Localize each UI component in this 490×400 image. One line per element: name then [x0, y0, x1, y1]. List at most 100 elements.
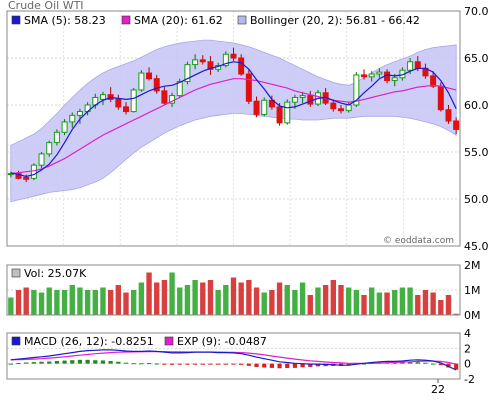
- price-y-tick-label: 70.0: [464, 5, 489, 18]
- volume-panel-frame: [6, 264, 461, 316]
- macd-histogram-bar: [192, 363, 198, 365]
- volume-bar: [223, 285, 229, 315]
- macd-histogram-bar: [116, 361, 121, 364]
- volume-bar: [46, 287, 52, 315]
- macd-y-tick-label: 0: [464, 358, 471, 371]
- legend-label: Bollinger (20, 2): 56.81 - 66.42: [250, 14, 420, 27]
- volume-bar: [215, 290, 221, 315]
- volume-bar: [54, 290, 60, 315]
- macd-histogram-bar: [446, 363, 451, 368]
- macd-histogram-bar: [223, 363, 228, 365]
- macd-histogram-bar: [315, 363, 321, 367]
- volume-y-tick-label: 0M: [464, 309, 481, 322]
- macd-histogram-bar: [407, 362, 413, 364]
- macd-histogram-bar: [154, 363, 159, 365]
- price-y-tick-label: 45.0: [464, 240, 489, 253]
- candle-down: [361, 74, 368, 78]
- macd-histogram-bar: [108, 360, 113, 364]
- volume-bar: [115, 285, 122, 315]
- volume-bar: [15, 290, 22, 315]
- candle-up: [76, 111, 83, 116]
- macd-histogram-bar: [31, 362, 36, 364]
- macd-histogram-bar: [162, 363, 167, 365]
- candle-up: [222, 53, 229, 67]
- candle-down: [307, 95, 314, 105]
- volume-bar: [177, 287, 183, 315]
- candle-down: [230, 53, 237, 59]
- candle-down: [437, 85, 444, 111]
- candle-down: [15, 173, 22, 179]
- candle-down: [330, 102, 337, 110]
- macd-histogram-bar: [47, 361, 52, 364]
- volume-bar: [31, 290, 37, 315]
- volume-bar: [207, 280, 214, 315]
- macd-histogram-bar: [77, 359, 83, 364]
- macd-histogram-bar: [93, 360, 98, 364]
- legend-label: Vol: 25.07K: [24, 267, 87, 280]
- macd-histogram-bar: [62, 360, 67, 364]
- candle-up: [46, 142, 53, 155]
- macd-histogram-bar: [246, 363, 251, 366]
- macd-histogram-bar: [146, 363, 152, 365]
- macd-histogram-bar: [16, 363, 21, 365]
- volume-bar: [315, 287, 321, 315]
- candle-down: [207, 61, 214, 70]
- macd-histogram-bar: [85, 359, 90, 364]
- macd-histogram-bar: [438, 363, 443, 366]
- volume-bar: [369, 287, 375, 315]
- macd-histogram-bar: [292, 363, 298, 368]
- volume-bar: [230, 277, 237, 315]
- macd-histogram-bar: [54, 360, 60, 364]
- price-y-tick-label: 55.0: [464, 146, 489, 159]
- volume-bar: [322, 285, 329, 315]
- volume-bar: [292, 290, 298, 315]
- volume-y-tick-label: 1M: [464, 284, 481, 297]
- macd-histogram-bar: [131, 363, 136, 365]
- volume-bar: [107, 290, 114, 315]
- macd-histogram-bar: [454, 363, 459, 370]
- macd-histogram-bar: [262, 363, 267, 368]
- x-tick-label: 22: [431, 383, 445, 396]
- volume-bar: [345, 287, 352, 315]
- macd-histogram-bar: [24, 362, 29, 364]
- candle-down: [123, 106, 130, 113]
- legend-swatch: [11, 268, 21, 278]
- macd-line: [10, 349, 457, 371]
- volume-bar: [77, 287, 83, 315]
- macd-histogram-bar: [208, 363, 213, 365]
- volume-bar: [438, 300, 444, 315]
- volume-bar: [184, 285, 191, 315]
- macd-histogram-bar: [177, 363, 182, 365]
- volume-bar: [146, 272, 152, 315]
- volume-bar: [61, 290, 68, 315]
- sma20-line: [10, 78, 457, 175]
- volume-bar: [138, 282, 145, 315]
- volume-bar: [192, 280, 198, 315]
- volume-bar: [330, 280, 337, 315]
- candle-down: [430, 75, 437, 87]
- macd-histogram-bar: [415, 362, 420, 364]
- volume-bar: [84, 290, 91, 315]
- macd-histogram-bar: [139, 363, 144, 365]
- candle-up: [130, 89, 137, 113]
- volume-bar: [92, 290, 98, 315]
- candle-up: [368, 73, 375, 78]
- candle-down: [23, 176, 30, 180]
- legend-swatch: [11, 336, 21, 346]
- volume-bar: [169, 272, 175, 315]
- candle-up: [99, 94, 106, 100]
- macd-histogram-bar: [392, 362, 397, 364]
- volume-bar: [69, 285, 75, 315]
- bollinger-band: [10, 39, 457, 203]
- candle-down: [238, 57, 245, 75]
- macd-histogram-bar: [269, 363, 275, 368]
- volume-bar: [284, 285, 290, 315]
- volume-bar: [299, 282, 306, 315]
- volume-bar: [361, 295, 367, 315]
- volume-bar: [338, 285, 344, 315]
- candle-up: [299, 95, 306, 98]
- candle-up: [353, 74, 360, 106]
- volume-bar: [392, 290, 398, 315]
- price-y-tick-label: 65.0: [464, 52, 489, 65]
